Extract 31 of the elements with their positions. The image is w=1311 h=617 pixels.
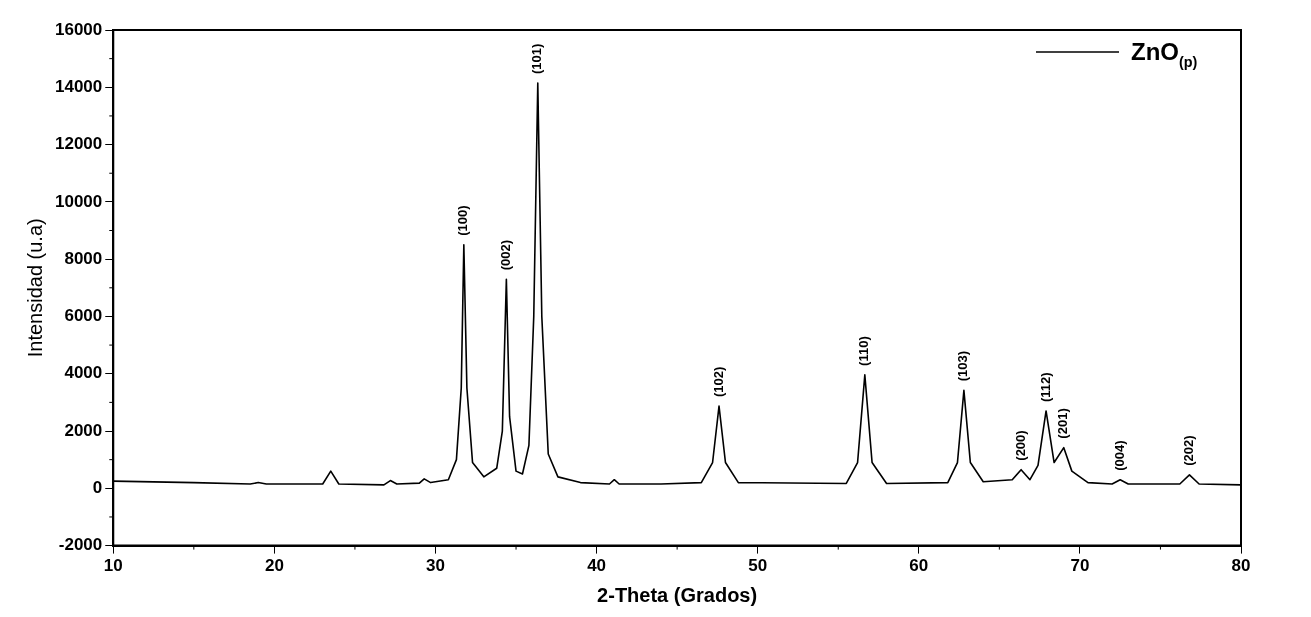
annotation: (100) (455, 205, 471, 236)
annotation: (200) (1012, 430, 1028, 461)
y-tick-label: -2000 (58, 535, 103, 555)
x-tick-label: 40 (587, 556, 607, 576)
annotation: (102) (710, 366, 726, 398)
x-tick-label: 30 (426, 556, 445, 576)
x-tick-label: 70 (1070, 556, 1090, 576)
x-tick-label: 60 (909, 556, 929, 576)
y-tick-label: 10000 (54, 191, 103, 211)
annotation: (110) (856, 336, 872, 366)
annotation: (103) (955, 350, 971, 382)
y-tick-label: 0 (92, 478, 103, 497)
annotation: (002) (497, 239, 513, 271)
y-tick-label: 4000 (64, 363, 103, 383)
y-tick-label: 16000 (54, 19, 103, 39)
annotation: (004) (1111, 440, 1127, 471)
x-axis-title: 2-Theta (Grados) (597, 583, 758, 606)
x-tick-label: 50 (748, 556, 768, 576)
y-tick-label: 8000 (64, 248, 103, 268)
y-tick-label: 6000 (64, 306, 103, 326)
y-tick-label: 12000 (54, 134, 103, 154)
x-tick-label: 20 (264, 556, 284, 576)
y-tick-label: 14000 (54, 76, 103, 96)
annotation: (202) (1181, 435, 1197, 466)
annotation: (112) (1037, 372, 1053, 402)
y-tick-label: 2000 (64, 420, 103, 440)
y-axis-title: Intensidad (u.a) (23, 218, 46, 358)
annotation: (201) (1055, 408, 1071, 439)
x-tick-label: 80 (1231, 556, 1251, 576)
annotation: (101) (529, 43, 545, 74)
x-tick-label: 10 (103, 556, 123, 576)
